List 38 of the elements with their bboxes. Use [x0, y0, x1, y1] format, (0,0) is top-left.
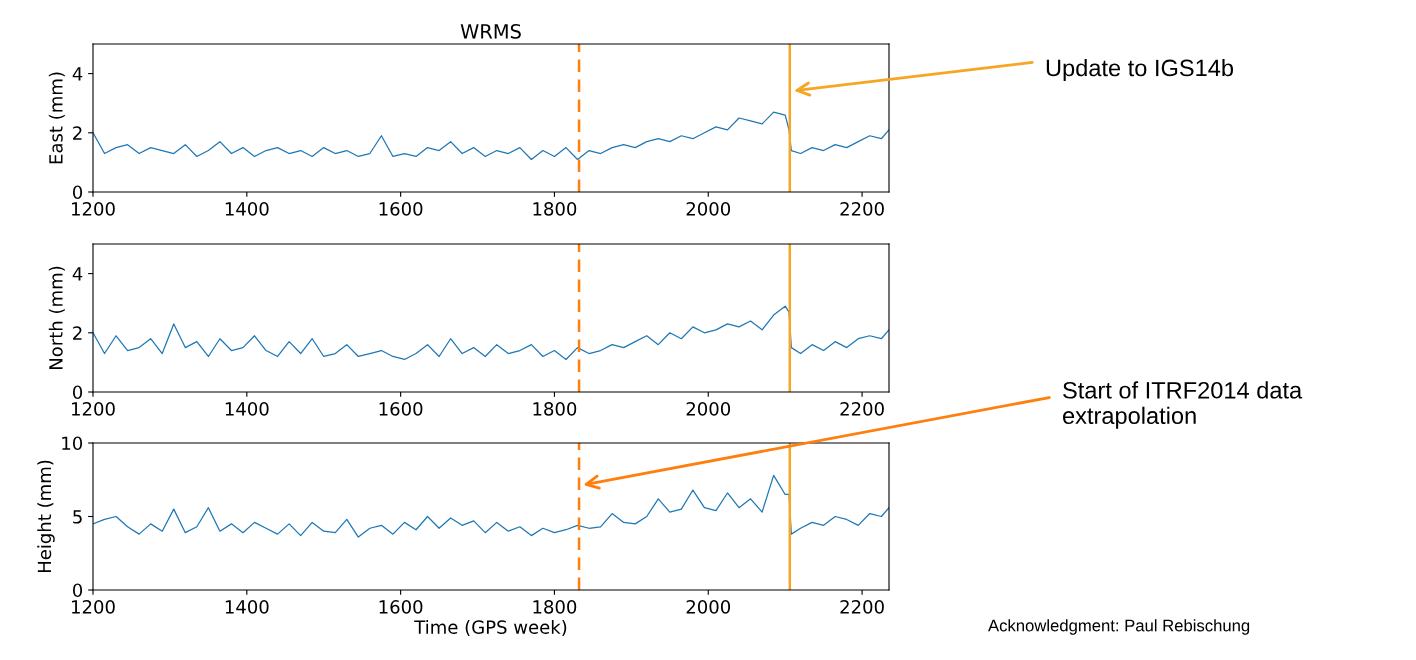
y-tick-label: 2 — [73, 326, 82, 340]
x-tick-label: 1200 — [72, 202, 115, 216]
text: Acknowledgment: Paul Rebischung — [988, 619, 1250, 635]
x-tick-label: 2200 — [840, 402, 884, 416]
y-tick-label: 0 — [72, 185, 83, 200]
y-axis-title: North (mm) — [48, 266, 65, 369]
y-axis-title: East (mm) — [48, 72, 65, 164]
text: Update to IGS14b — [1046, 59, 1234, 81]
line-series — [93, 111, 889, 161]
x-tick-label: 1600 — [379, 202, 423, 216]
y-tick-label: 10 — [62, 436, 83, 451]
x-tick-label: 2000 — [686, 402, 731, 416]
x-tick-label: 1800 — [533, 600, 577, 614]
x-tick-label: 1400 — [225, 402, 269, 416]
x-axis-title: Time (GPS week) — [414, 619, 567, 637]
x-tick-label: 1200 — [72, 402, 115, 416]
y-tick-label: 4 — [72, 267, 83, 281]
x-tick-label: 2000 — [686, 202, 731, 216]
line-series — [93, 474, 889, 538]
y-tick-label: 0 — [72, 583, 83, 598]
x-tick-label: 1800 — [533, 402, 577, 416]
y-axis-title: Height (mm) — [37, 460, 55, 573]
y-tick-label: 2 — [73, 126, 82, 140]
x-tick-label: 1800 — [533, 202, 577, 216]
x-tick-label: 2200 — [840, 600, 884, 614]
y-tick-label: 5 — [73, 510, 82, 524]
text: Start of ITRF2014 data extrapolation — [1063, 381, 1303, 429]
chart-title: WRMS — [460, 24, 521, 39]
x-tick-label: 2200 — [840, 202, 884, 216]
x-tick-label: 1400 — [225, 202, 269, 216]
x-tick-label: 2000 — [686, 600, 731, 614]
y-tick-label: 0 — [72, 385, 83, 400]
x-tick-label: 1600 — [379, 600, 423, 614]
x-tick-label: 1200 — [72, 600, 115, 614]
x-tick-label: 1600 — [379, 402, 423, 416]
y-tick-label: 4 — [72, 67, 83, 81]
line-series — [93, 305, 889, 361]
x-tick-label: 1400 — [225, 600, 269, 614]
